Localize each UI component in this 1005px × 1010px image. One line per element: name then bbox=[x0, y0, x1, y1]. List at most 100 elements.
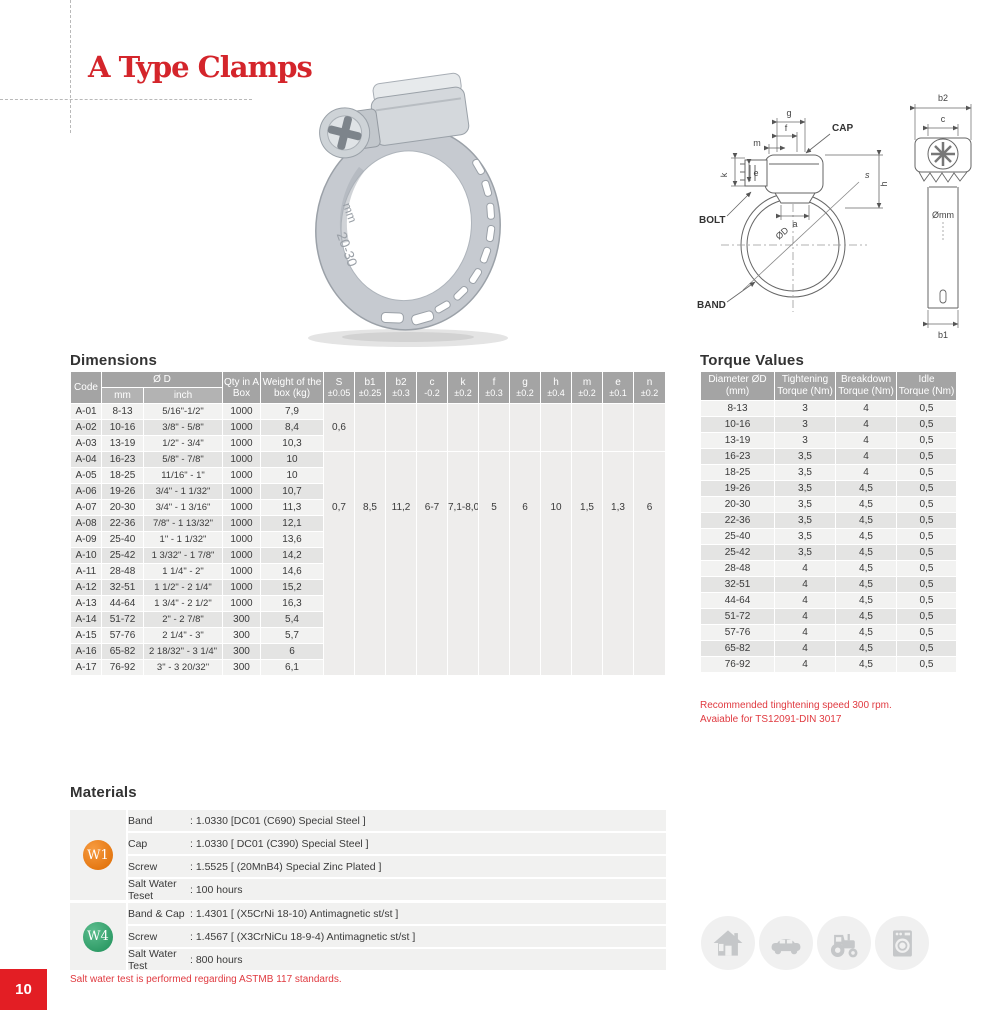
table-row: 18-25 3,5 4 0,5 bbox=[700, 464, 957, 481]
table-cell: 1 3/32" - 1 7/8" bbox=[143, 547, 223, 564]
table-cell: 18-25 bbox=[101, 467, 144, 484]
table-cell: 300 bbox=[222, 659, 261, 676]
materials-table: W1 Band: 1.0330 [DC01 (C690) Special Stee… bbox=[70, 810, 666, 973]
table-cell: 76-92 bbox=[101, 659, 144, 676]
table-cell: 3,5 bbox=[774, 464, 836, 481]
table-cell: 0,5 bbox=[896, 640, 957, 657]
table-cell: 0,5 bbox=[896, 608, 957, 625]
table-cell: A-01 bbox=[70, 403, 102, 420]
table-cell: 12,1 bbox=[260, 515, 324, 532]
table-cell: 25-42 bbox=[101, 547, 144, 564]
table-cell: 11/16" - 1" bbox=[143, 467, 223, 484]
table-cell: 300 bbox=[222, 627, 261, 644]
table-cell: 1000 bbox=[222, 435, 261, 452]
table-cell: 57-76 bbox=[700, 624, 775, 641]
table-cell: 8,4 bbox=[260, 419, 324, 436]
column-header: S ±0.05 bbox=[323, 371, 355, 404]
table-cell: 8-13 bbox=[101, 403, 144, 420]
table-cell: 4,5 bbox=[835, 608, 897, 625]
table-cell: 16,3 bbox=[260, 595, 324, 612]
clamp-product-photo: mm 20-30 bbox=[308, 72, 508, 347]
table-cell: 51-72 bbox=[101, 611, 144, 628]
table-cell: 10,7 bbox=[260, 483, 324, 500]
table-cell bbox=[354, 403, 386, 452]
table-cell: 1000 bbox=[222, 547, 261, 564]
diagram-label-cap: CAP bbox=[832, 123, 853, 134]
table-cell: 11,2 bbox=[385, 451, 417, 676]
table-cell: 44-64 bbox=[101, 595, 144, 612]
table-cell: 4 bbox=[835, 432, 897, 449]
materials-note: Salt water test is performed regarding A… bbox=[70, 974, 342, 985]
table-row: 22-36 3,5 4,5 0,5 bbox=[700, 512, 957, 529]
table-cell: 3,5 bbox=[774, 496, 836, 513]
table-cell: 4 bbox=[774, 560, 836, 577]
table-cell: 5 bbox=[478, 451, 510, 676]
table-cell: 1000 bbox=[222, 579, 261, 596]
table-cell: 4,5 bbox=[835, 656, 897, 673]
material-label: Band bbox=[128, 814, 153, 827]
dimensions-heading: Dimensions bbox=[70, 352, 158, 369]
table-cell: A-08 bbox=[70, 515, 102, 532]
table-cell: 4,5 bbox=[835, 480, 897, 497]
tractor-icon bbox=[817, 916, 871, 970]
table-row: 51-72 4 4,5 0,5 bbox=[700, 608, 957, 625]
table-cell: 28-48 bbox=[101, 563, 144, 580]
table-cell: 4,5 bbox=[835, 560, 897, 577]
table-cell: 0,5 bbox=[896, 576, 957, 593]
table-cell: 6 bbox=[260, 643, 324, 660]
table-cell: 25-40 bbox=[700, 528, 775, 545]
table-cell: 7/8" - 1 13/32" bbox=[143, 515, 223, 532]
table-cell: 3,5 bbox=[774, 512, 836, 529]
table-cell: 3 bbox=[774, 400, 836, 417]
material-value: : 100 hours bbox=[190, 883, 243, 896]
table-row: 25-42 3,5 4,5 0,5 bbox=[700, 544, 957, 561]
column-header: b1 ±0.25 bbox=[354, 371, 386, 404]
material-value: : 1.5525 [ (20MnB4) Special Zinc Plated … bbox=[190, 860, 382, 873]
table-cell: 32-51 bbox=[700, 576, 775, 593]
dim-label-omm: Ømm bbox=[932, 210, 954, 220]
column-header: k ±0.2 bbox=[447, 371, 479, 404]
material-rows: Band & Cap: 1.4301 [ (X5CrNi 18-10) Anti… bbox=[128, 903, 666, 972]
material-group: W1 Band: 1.0330 [DC01 (C690) Special Stee… bbox=[70, 810, 666, 902]
table-cell: 4 bbox=[774, 608, 836, 625]
column-header: e ±0.1 bbox=[602, 371, 634, 404]
table-row: 32-51 4 4,5 0,5 bbox=[700, 576, 957, 593]
column-header: inch bbox=[143, 387, 223, 404]
dashed-horizontal-rule bbox=[0, 99, 252, 100]
table-header-row: Code Ø D Qty in A Box Weight of the box (kg… bbox=[70, 371, 666, 404]
table-cell: A-12 bbox=[70, 579, 102, 596]
material-value: : 1.4301 [ (X5CrNi 18-10) Antimagnetic s… bbox=[190, 907, 399, 920]
table-cell: 19-26 bbox=[700, 480, 775, 497]
material-row: Screw: 1.5525 [ (20MnB4) Special Zinc Pl… bbox=[128, 856, 666, 877]
table-header-row: mm inch bbox=[71, 387, 666, 404]
table-row: 28-48 4 4,5 0,5 bbox=[700, 560, 957, 577]
table-row: 8-13 3 4 0,5 bbox=[700, 400, 957, 417]
table-row: A-10 25-42 1 3/32" - 1 7/8" 1000 14,2 bbox=[70, 547, 666, 564]
table-row: A-17 76-92 3" - 3 20/32" 300 6,1 bbox=[70, 659, 666, 676]
table-cell: 0,5 bbox=[896, 432, 957, 449]
table-cell: 51-72 bbox=[700, 608, 775, 625]
material-row: Band: 1.0330 [DC01 (C690) Special Steel … bbox=[128, 810, 666, 831]
table-cell: 10-16 bbox=[101, 419, 144, 436]
column-header: Tightening Torque (Nm) bbox=[774, 371, 836, 401]
table-row: 16-23 3,5 4 0,5 bbox=[700, 448, 957, 465]
table-row: A-08 22-36 7/8" - 1 13/32" 1000 12,1 bbox=[70, 515, 666, 532]
table-cell: 4 bbox=[774, 624, 836, 641]
table-cell: 44-64 bbox=[700, 592, 775, 609]
table-cell: 10 bbox=[540, 451, 572, 676]
table-cell: 16-23 bbox=[700, 448, 775, 465]
table-cell: 4 bbox=[774, 576, 836, 593]
table-cell: 0,5 bbox=[896, 656, 957, 673]
table-cell: 7,1-8,0 bbox=[447, 451, 479, 676]
table-row: 10-16 3 4 0,5 bbox=[700, 416, 957, 433]
table-cell: 2" - 2 7/8" bbox=[143, 611, 223, 628]
table-cell bbox=[478, 403, 510, 452]
table-row: A-11 28-48 1 1/4" - 2" 1000 14,6 bbox=[70, 563, 666, 580]
column-header: mm bbox=[101, 387, 144, 404]
table-cell: 4 bbox=[835, 400, 897, 417]
table-cell: 10-16 bbox=[700, 416, 775, 433]
table-cell: 5/16"-1/2" bbox=[143, 403, 223, 420]
table-row: A-01 8-13 5/16"-1/2" 1000 7,9 0,6 bbox=[70, 403, 666, 452]
table-cell: 5,4 bbox=[260, 611, 324, 628]
material-row: Cap: 1.0330 [ DC01 (C390) Special Steel … bbox=[128, 833, 666, 854]
